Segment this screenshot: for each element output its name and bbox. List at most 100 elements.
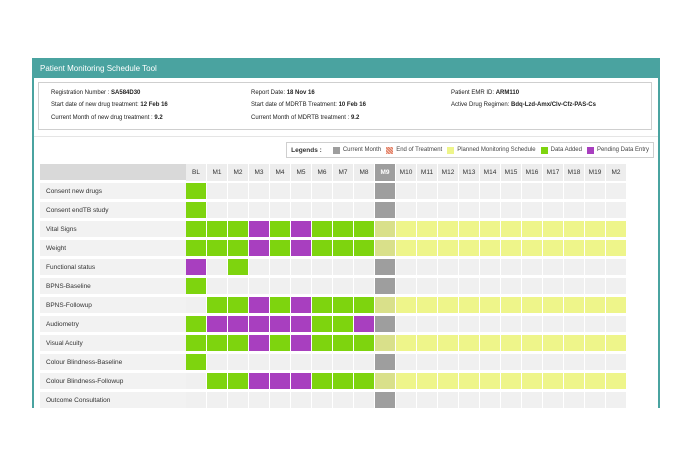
schedule-cell[interactable] (186, 335, 207, 352)
schedule-cell[interactable] (417, 297, 438, 314)
schedule-cell[interactable] (354, 373, 375, 390)
schedule-cell[interactable] (228, 297, 249, 314)
schedule-cell[interactable] (270, 373, 291, 390)
schedule-cell[interactable] (186, 316, 207, 333)
schedule-cell[interactable] (291, 335, 312, 352)
schedule-cell[interactable] (249, 335, 270, 352)
schedule-cell[interactable] (438, 373, 459, 390)
schedule-cell[interactable] (480, 297, 501, 314)
schedule-cell[interactable] (606, 221, 627, 238)
schedule-cell[interactable] (585, 240, 606, 257)
schedule-cell[interactable] (438, 297, 459, 314)
schedule-cell[interactable] (396, 240, 417, 257)
schedule-cell[interactable] (228, 316, 249, 333)
schedule-cell[interactable] (207, 335, 228, 352)
schedule-cell[interactable] (186, 202, 207, 219)
schedule-cell[interactable] (522, 297, 543, 314)
schedule-cell[interactable] (417, 221, 438, 238)
schedule-cell[interactable] (438, 335, 459, 352)
schedule-cell[interactable] (564, 240, 585, 257)
schedule-cell[interactable] (312, 240, 333, 257)
schedule-cell[interactable] (207, 373, 228, 390)
schedule-cell[interactable] (522, 373, 543, 390)
schedule-cell[interactable] (249, 297, 270, 314)
schedule-cell[interactable] (354, 335, 375, 352)
schedule-cell[interactable] (459, 373, 480, 390)
schedule-cell[interactable] (606, 297, 627, 314)
schedule-cell[interactable] (459, 335, 480, 352)
schedule-cell[interactable] (186, 354, 207, 371)
schedule-cell[interactable] (291, 240, 312, 257)
schedule-cell[interactable] (228, 373, 249, 390)
schedule-cell[interactable] (249, 240, 270, 257)
schedule-cell[interactable] (270, 240, 291, 257)
schedule-cell[interactable] (228, 335, 249, 352)
schedule-cell[interactable] (585, 221, 606, 238)
schedule-cell[interactable] (207, 240, 228, 257)
schedule-cell[interactable] (354, 221, 375, 238)
schedule-cell[interactable] (207, 316, 228, 333)
schedule-cell[interactable] (459, 221, 480, 238)
schedule-cell[interactable] (354, 297, 375, 314)
schedule-cell[interactable] (459, 240, 480, 257)
schedule-cell[interactable] (333, 373, 354, 390)
schedule-cell[interactable] (543, 221, 564, 238)
schedule-cell[interactable] (228, 259, 249, 276)
schedule-cell[interactable] (291, 221, 312, 238)
schedule-cell[interactable] (249, 221, 270, 238)
schedule-cell[interactable] (291, 316, 312, 333)
schedule-cell[interactable] (543, 373, 564, 390)
schedule-cell[interactable] (312, 297, 333, 314)
schedule-cell[interactable] (522, 240, 543, 257)
schedule-cell[interactable] (501, 221, 522, 238)
schedule-cell[interactable] (396, 373, 417, 390)
schedule-cell[interactable] (333, 221, 354, 238)
schedule-cell[interactable] (270, 221, 291, 238)
schedule-cell[interactable] (585, 335, 606, 352)
schedule-cell[interactable] (438, 221, 459, 238)
schedule-cell[interactable] (438, 240, 459, 257)
schedule-cell[interactable] (606, 335, 627, 352)
schedule-cell[interactable] (417, 373, 438, 390)
schedule-cell[interactable] (396, 297, 417, 314)
schedule-cell[interactable] (501, 240, 522, 257)
schedule-cell[interactable] (564, 221, 585, 238)
schedule-cell[interactable] (417, 335, 438, 352)
schedule-cell[interactable] (312, 335, 333, 352)
schedule-cell[interactable] (480, 335, 501, 352)
schedule-cell[interactable] (333, 335, 354, 352)
schedule-cell[interactable] (333, 297, 354, 314)
schedule-cell[interactable] (312, 373, 333, 390)
schedule-cell[interactable] (291, 297, 312, 314)
schedule-cell[interactable] (249, 316, 270, 333)
schedule-cell[interactable] (480, 373, 501, 390)
schedule-cell[interactable] (270, 335, 291, 352)
schedule-cell[interactable] (522, 221, 543, 238)
schedule-cell[interactable] (312, 316, 333, 333)
schedule-cell[interactable] (543, 297, 564, 314)
schedule-cell[interactable] (186, 240, 207, 257)
schedule-cell[interactable] (501, 297, 522, 314)
schedule-cell[interactable] (333, 240, 354, 257)
schedule-cell[interactable] (480, 240, 501, 257)
schedule-cell[interactable] (543, 240, 564, 257)
schedule-cell[interactable] (354, 316, 375, 333)
schedule-cell[interactable] (522, 335, 543, 352)
schedule-cell[interactable] (480, 221, 501, 238)
schedule-cell[interactable] (186, 183, 207, 200)
schedule-cell[interactable] (459, 297, 480, 314)
schedule-cell[interactable] (207, 221, 228, 238)
schedule-cell[interactable] (396, 335, 417, 352)
schedule-cell[interactable] (333, 316, 354, 333)
schedule-cell[interactable] (186, 259, 207, 276)
schedule-cell[interactable] (186, 278, 207, 295)
schedule-cell[interactable] (228, 221, 249, 238)
schedule-cell[interactable] (396, 221, 417, 238)
schedule-cell[interactable] (585, 373, 606, 390)
schedule-cell[interactable] (564, 335, 585, 352)
schedule-cell[interactable] (249, 373, 270, 390)
schedule-cell[interactable] (312, 221, 333, 238)
schedule-cell[interactable] (270, 316, 291, 333)
schedule-cell[interactable] (501, 335, 522, 352)
schedule-cell[interactable] (606, 240, 627, 257)
